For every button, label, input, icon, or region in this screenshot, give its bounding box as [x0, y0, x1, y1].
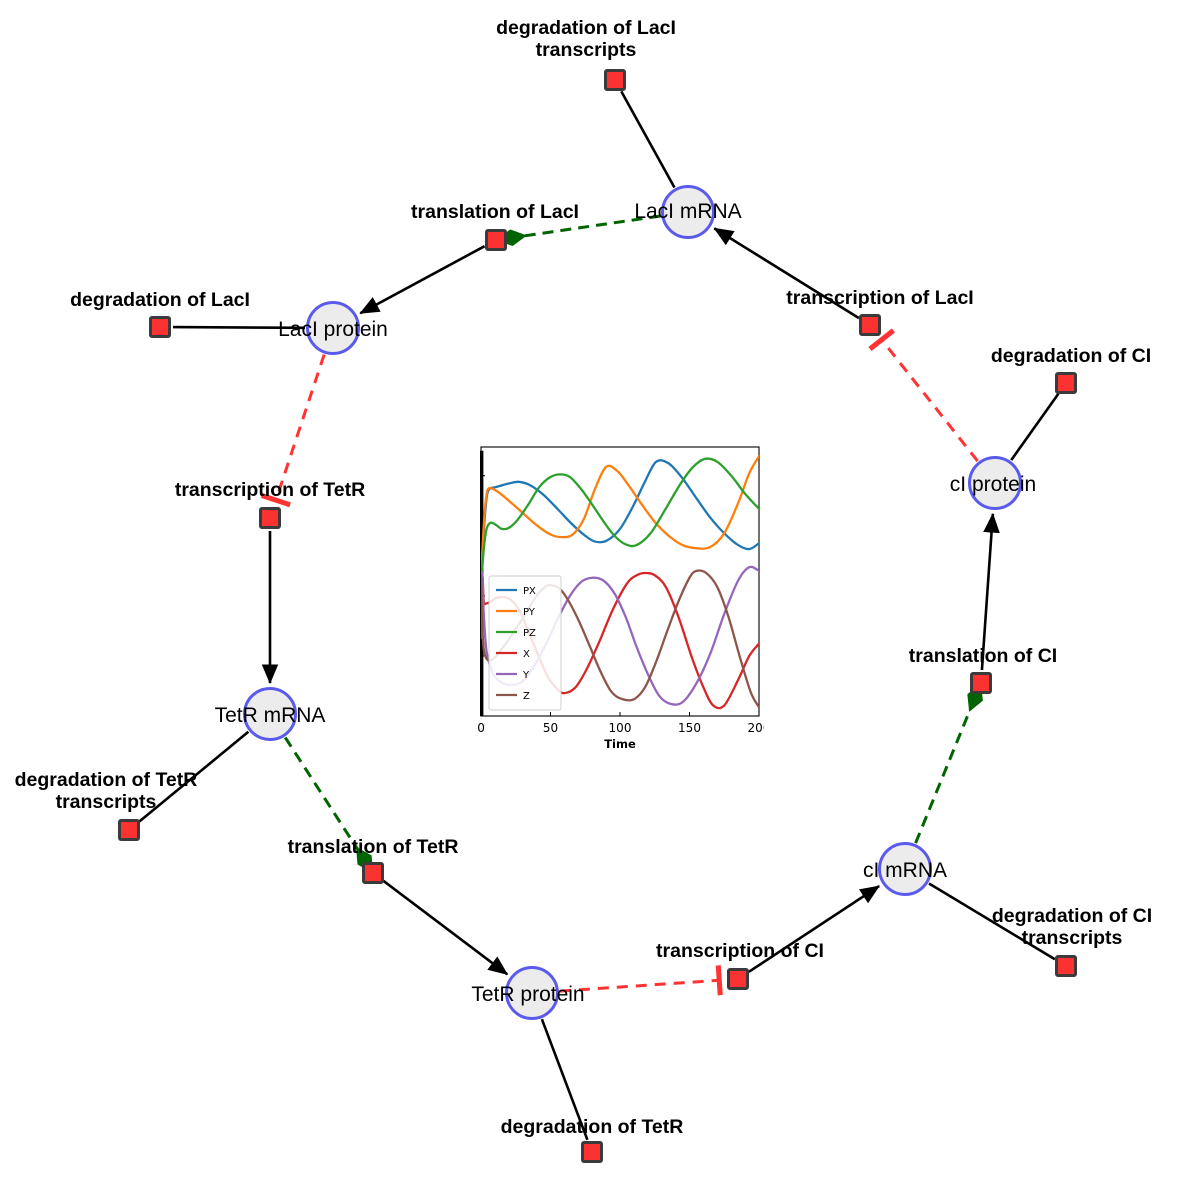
- species-label-ci_mrna: cI mRNA: [863, 859, 947, 883]
- timecourse-inset-plot: 10⁻¹10⁰10¹10²10³050100150200TimeValuePXP…: [478, 443, 764, 759]
- reaction-label-transcr_ci: transcription of CI: [656, 940, 824, 963]
- edge-deg_ci_tr-to-ci_mrna: [928, 882, 1056, 961]
- x-tick-label-4: 200: [748, 721, 764, 735]
- reaction-label-deg_laci_tr: degradation of LacI transcripts: [496, 17, 676, 61]
- edge-tetr_prot-to-transcr_ci: [559, 965, 723, 996]
- x-tick-label-1: 50: [543, 721, 558, 735]
- edge-tetr_mrna-to-transl_tetr: [283, 736, 373, 874]
- species-node-ci_prot[interactable]: [968, 456, 1022, 510]
- species-label-ci_prot: cI protein: [949, 473, 1037, 497]
- edge-ci_mrna-to-transl_ci: [914, 682, 983, 844]
- edge-transl_laci-to-laci_prot: [359, 245, 486, 315]
- series-line-PX: [481, 459, 759, 579]
- reaction-node-deg_tetr_tr[interactable]: [118, 819, 140, 841]
- edge-deg_laci-to-laci_prot: [172, 325, 306, 330]
- species-label-tetr_mrna: TetR mRNA: [214, 704, 326, 728]
- reaction-node-transcr_ci[interactable]: [727, 968, 749, 990]
- reaction-label-transcr_tetr: transcription of TetR: [174, 479, 366, 502]
- species-label-laci_mrna: LacI mRNA: [634, 200, 742, 224]
- legend-label-PZ: PZ: [523, 628, 536, 639]
- reaction-node-transl_laci[interactable]: [485, 229, 507, 251]
- edge-transl_ci-to-ci_prot: [980, 512, 1000, 671]
- reaction-node-transcr_tetr[interactable]: [259, 507, 281, 529]
- reaction-label-transl_ci: translation of CI: [908, 645, 1058, 668]
- legend-label-PX: PX: [523, 586, 536, 597]
- series-line-PY: [481, 455, 759, 582]
- reaction-node-deg_ci[interactable]: [1055, 372, 1077, 394]
- reaction-label-deg_tetr: degradation of TetR: [500, 1116, 684, 1139]
- edge-deg_ci-to-ci_prot: [1010, 392, 1060, 461]
- species-label-tetr_prot: TetR protein: [471, 983, 585, 1007]
- species-node-tetr_mrna[interactable]: [243, 687, 297, 741]
- reaction-node-transl_tetr[interactable]: [362, 862, 384, 884]
- x-tick-label-2: 100: [609, 721, 632, 735]
- reaction-node-deg_tetr[interactable]: [581, 1141, 603, 1163]
- edge-transl_tetr-to-tetr_prot: [382, 879, 509, 976]
- reaction-label-deg_tetr_tr: degradation of TetR transcripts: [14, 769, 198, 813]
- legend-label-Y: Y: [522, 670, 530, 681]
- legend-label-X: X: [523, 649, 530, 660]
- x-axis-label: Time: [604, 737, 636, 751]
- reaction-label-transcr_laci: transcription of LacI: [786, 287, 974, 310]
- reaction-label-deg_laci: degradation of LacI: [70, 289, 250, 312]
- edge-transcr_laci-to-laci_mrna: [713, 227, 860, 320]
- legend-label-Z: Z: [523, 691, 530, 702]
- edge-deg_tetr_tr-to-tetr_mrna: [138, 730, 250, 823]
- reaction-node-deg_laci[interactable]: [149, 316, 171, 338]
- x-tick-label-3: 150: [678, 721, 701, 735]
- reaction-node-transcr_laci[interactable]: [859, 314, 881, 336]
- edge-ci_prot-to-transcr_laci: [868, 328, 979, 462]
- species-label-laci_prot: LacI protein: [278, 318, 388, 342]
- edge-transcr_ci-to-ci_mrna: [748, 884, 880, 973]
- reaction-node-transl_ci[interactable]: [970, 672, 992, 694]
- reaction-label-transl_laci: translation of LacI: [411, 201, 579, 224]
- species-node-ci_mrna[interactable]: [878, 842, 932, 896]
- legend-box: [488, 575, 562, 711]
- timecourse-svg: 10⁻¹10⁰10¹10²10³050100150200TimeValuePXP…: [478, 446, 764, 751]
- reaction-label-transl_tetr: translation of TetR: [287, 836, 459, 859]
- species-node-laci_prot[interactable]: [306, 301, 360, 355]
- series-line-PZ: [481, 457, 759, 587]
- legend-label-PY: PY: [523, 607, 536, 618]
- reaction-node-deg_ci_tr[interactable]: [1055, 955, 1077, 977]
- edge-laci_prot-to-transcr_tetr: [260, 354, 326, 508]
- reaction-label-deg_ci: degradation of CI: [990, 345, 1152, 368]
- species-node-laci_mrna[interactable]: [661, 185, 715, 239]
- edge-laci_mrna-to-transl_laci: [495, 214, 661, 247]
- reaction-label-deg_ci_tr: degradation of CI transcripts: [991, 905, 1153, 949]
- edge-deg_tetr-to-tetr_prot: [540, 1018, 589, 1141]
- x-tick-label-0: 0: [478, 721, 485, 735]
- reaction-node-deg_laci_tr[interactable]: [604, 69, 626, 91]
- species-node-tetr_prot[interactable]: [505, 966, 559, 1020]
- edge-deg_laci_tr-to-laci_mrna: [620, 90, 676, 189]
